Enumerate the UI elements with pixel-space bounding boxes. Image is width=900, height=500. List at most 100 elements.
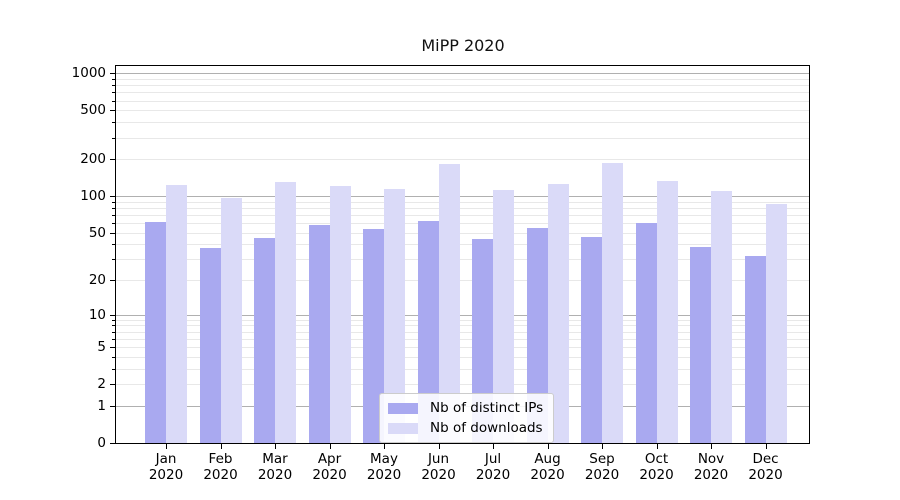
y-minor-tick	[112, 223, 115, 225]
gridline-minor	[116, 319, 809, 321]
x-tick	[384, 444, 385, 449]
bar-distinct-ips-sep	[581, 237, 602, 443]
y-minor-tick	[112, 85, 115, 87]
x-tick-label: Oct 2020	[629, 451, 685, 483]
y-tick	[110, 196, 115, 198]
gridline-minor	[116, 79, 809, 80]
x-tick	[438, 444, 440, 449]
y-tick	[110, 159, 115, 161]
gridline-minor	[116, 201, 809, 203]
legend: Nb of distinct IPs Nb of downloads	[379, 393, 555, 443]
legend-label: Nb of distinct IPs	[430, 400, 544, 416]
x-tick-year: 2020	[748, 467, 783, 483]
x-tick-year: 2020	[693, 467, 729, 483]
gridline-minor	[116, 214, 809, 216]
y-minor-tick	[112, 122, 115, 124]
x-tick	[547, 444, 549, 449]
x-tick-label: Jul 2020	[465, 451, 521, 483]
legend-swatch	[388, 422, 418, 434]
gridline-minor	[116, 207, 809, 209]
y-minor-tick	[112, 137, 115, 139]
bar-distinct-ips-feb	[199, 248, 221, 443]
x-tick-month: Feb	[208, 451, 233, 467]
legend-item: Nb of distinct IPs	[388, 398, 543, 418]
y-tick	[110, 280, 115, 282]
x-tick-label: Dec 2020	[738, 451, 794, 483]
x-tick	[329, 444, 331, 449]
bar-distinct-ips-dec	[744, 255, 766, 443]
gridline-minor	[116, 92, 809, 94]
x-tick-month: Aug	[534, 451, 561, 467]
x-tick-year: 2020	[639, 467, 674, 483]
y-tick-label: 1000	[71, 65, 106, 82]
bar-downloads-may	[384, 188, 405, 443]
y-minor-tick	[112, 214, 115, 216]
x-tick-label: Jan 2020	[138, 451, 194, 483]
x-tick-label: Jun 2020	[411, 451, 467, 483]
gridline-minor	[116, 368, 809, 370]
y-minor-tick	[112, 207, 115, 209]
y-tick	[110, 443, 115, 444]
y-tick	[110, 73, 115, 75]
x-tick-month: Mar	[262, 451, 288, 467]
x-tick	[166, 444, 167, 449]
gridline-minor	[116, 325, 809, 327]
x-tick	[711, 444, 712, 449]
y-tick	[110, 384, 115, 386]
x-tick-year: 2020	[203, 467, 238, 483]
y-tick	[110, 232, 115, 234]
y-minor-tick	[112, 244, 115, 246]
gridline-minor	[116, 244, 809, 246]
y-tick-label: 0	[97, 435, 106, 451]
x-tick-year: 2020	[530, 467, 565, 483]
x-tick-year: 2020	[475, 467, 511, 483]
bar-distinct-ips-may	[363, 228, 384, 443]
y-tick	[110, 405, 115, 407]
x-tick-month: Jul	[484, 451, 502, 467]
gridline-major	[116, 73, 809, 75]
y-tick-label: 5	[97, 339, 106, 356]
gridline-minor	[116, 110, 809, 112]
legend-label: Nb of downloads	[430, 420, 543, 436]
y-tick	[110, 314, 115, 316]
gridline-major	[116, 314, 809, 316]
y-minor-tick	[112, 319, 115, 321]
x-tick-year: 2020	[312, 467, 347, 483]
x-tick-label: Aug 2020	[520, 451, 576, 483]
y-tick-label: 50	[88, 224, 106, 241]
bar-downloads-oct	[656, 181, 678, 443]
y-tick-label: 1	[97, 397, 106, 414]
x-tick	[493, 444, 494, 449]
x-tick-month: Nov	[697, 451, 725, 467]
gridline-minor	[116, 347, 809, 349]
y-tick-label: 500	[80, 102, 106, 119]
x-tick-label: Sep 2020	[574, 451, 630, 483]
bar-distinct-ips-aug	[526, 227, 548, 443]
x-tick-year: 2020	[148, 467, 184, 483]
y-minor-tick	[112, 100, 115, 102]
y-tick-label: 10	[88, 306, 106, 323]
x-tick-year: 2020	[584, 467, 620, 483]
x-tick	[602, 444, 603, 449]
x-tick-label: Mar 2020	[247, 451, 303, 483]
bar-downloads-apr	[329, 186, 351, 443]
y-tick-label: 100	[80, 188, 106, 205]
gridline-minor	[116, 259, 809, 261]
bar-distinct-ips-nov	[690, 247, 711, 443]
x-tick	[275, 444, 276, 449]
y-minor-tick	[112, 325, 115, 327]
y-minor-tick	[112, 259, 115, 261]
x-tick-month: Sep	[589, 451, 615, 467]
y-tick	[110, 347, 115, 349]
x-tick-month: Apr	[317, 451, 342, 467]
gridline-minor	[116, 85, 809, 87]
plot-area	[115, 65, 810, 444]
gridline-minor	[116, 137, 809, 139]
bar-downloads-jun	[438, 164, 460, 443]
x-tick	[220, 444, 222, 449]
gridline-minor	[116, 232, 809, 234]
x-tick-label: Nov 2020	[683, 451, 739, 483]
x-tick-month: May	[370, 451, 398, 467]
y-minor-tick	[112, 201, 115, 203]
